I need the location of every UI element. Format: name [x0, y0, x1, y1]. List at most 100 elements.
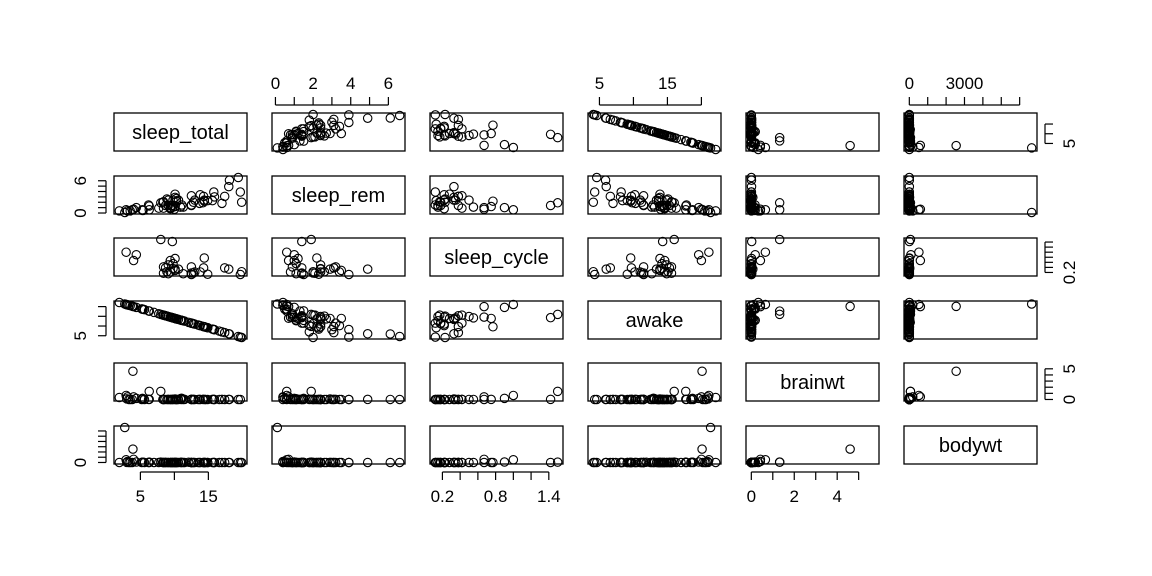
data-point: [760, 247, 771, 257]
data-point: [168, 313, 178, 323]
panel-sleep_rem-vs-sleep_cycle: [429, 175, 564, 215]
data-point: [162, 311, 172, 321]
data-point: [904, 394, 915, 405]
data-point: [188, 197, 199, 208]
data-point: [295, 394, 305, 405]
panel-awake-vs-brainwt: [745, 297, 880, 342]
data-point: [173, 457, 184, 468]
data-point: [700, 457, 710, 468]
data-point: [499, 457, 510, 467]
data-point: [449, 181, 459, 192]
data-point: [430, 110, 441, 120]
data-point: [468, 457, 479, 468]
data-point: [705, 422, 716, 433]
data-point: [688, 394, 698, 405]
panel-frame: [745, 237, 880, 277]
data-point: [128, 255, 139, 266]
data-point: [605, 191, 616, 202]
data-point: [162, 394, 172, 405]
tick-label: 2: [790, 487, 799, 506]
data-point: [321, 128, 332, 138]
data-point: [688, 457, 698, 468]
data-point: [914, 247, 924, 257]
data-point: [450, 195, 461, 205]
data-point: [298, 306, 309, 316]
data-point: [308, 394, 318, 405]
tick-label: 1.4: [537, 487, 561, 506]
data-point: [114, 206, 125, 216]
data-point: [669, 386, 679, 397]
tick-label: 4: [346, 74, 355, 93]
data-point: [746, 324, 757, 334]
data-point: [214, 457, 225, 468]
axis-top-awake: 5 15: [595, 74, 703, 106]
data-point: [746, 313, 757, 323]
panel-sleep_cycle-vs-sleep_total: [113, 234, 248, 280]
data-point: [746, 260, 757, 270]
tick-label: 5: [1060, 139, 1079, 148]
data-point: [479, 130, 489, 140]
data-point: [681, 386, 691, 397]
data-point: [291, 126, 301, 136]
data-point: [306, 234, 316, 245]
data-point: [687, 393, 697, 404]
tick-label: 5: [1060, 364, 1079, 373]
axis-bottom-sleep_total: 5 15: [136, 471, 218, 506]
data-point: [693, 139, 704, 150]
data-point: [630, 189, 640, 200]
tick-label: 0: [71, 208, 90, 217]
data-point: [661, 195, 672, 205]
data-point: [479, 457, 489, 468]
data-point: [904, 263, 915, 274]
data-point: [236, 266, 247, 277]
data-point: [394, 110, 405, 121]
data-point: [657, 394, 667, 405]
data-point: [488, 120, 498, 130]
data-point: [545, 394, 556, 405]
data-point: [464, 195, 474, 205]
data-point: [440, 311, 450, 321]
data-point: [693, 457, 704, 467]
data-point: [453, 457, 464, 468]
data-point: [479, 312, 489, 322]
data-point: [207, 457, 218, 468]
data-point: [488, 196, 498, 206]
data-point: [610, 116, 621, 126]
data-point: [750, 249, 760, 260]
data-point: [128, 444, 138, 454]
data-point: [774, 457, 785, 467]
data-point: [430, 318, 441, 328]
data-point: [114, 457, 125, 468]
data-point: [589, 187, 600, 197]
data-point: [168, 394, 178, 405]
panel-bodywt-vs-brainwt: [745, 425, 880, 468]
panel-brainwt-vs-sleep_cycle: [429, 362, 564, 405]
data-point: [154, 203, 164, 213]
panel-sleep_rem-vs-awake: [587, 172, 722, 218]
data-point: [280, 304, 290, 315]
tick-label: 15: [199, 487, 218, 506]
data-point: [746, 236, 757, 247]
data-point: [435, 318, 446, 329]
data-point: [450, 313, 461, 323]
data-point: [657, 263, 667, 274]
tick-label: 4: [832, 487, 841, 506]
data-point: [468, 202, 479, 212]
data-point: [272, 143, 283, 153]
panel-sleep_total-vs-awake: [587, 109, 722, 155]
panel-brainwt-vs-brainwt: brainwt: [745, 362, 880, 402]
data-point: [464, 394, 474, 405]
data-point: [308, 457, 318, 468]
panel-frame: [271, 362, 406, 402]
data-point: [440, 332, 450, 343]
data-point: [449, 127, 459, 138]
data-point: [904, 318, 915, 328]
data-point: [746, 201, 757, 211]
data-point: [605, 394, 616, 405]
data-point: [906, 393, 916, 404]
data-point: [125, 394, 135, 405]
data-point: [904, 260, 915, 270]
data-point: [165, 267, 176, 277]
data-point: [508, 390, 519, 401]
data-point: [272, 422, 283, 433]
